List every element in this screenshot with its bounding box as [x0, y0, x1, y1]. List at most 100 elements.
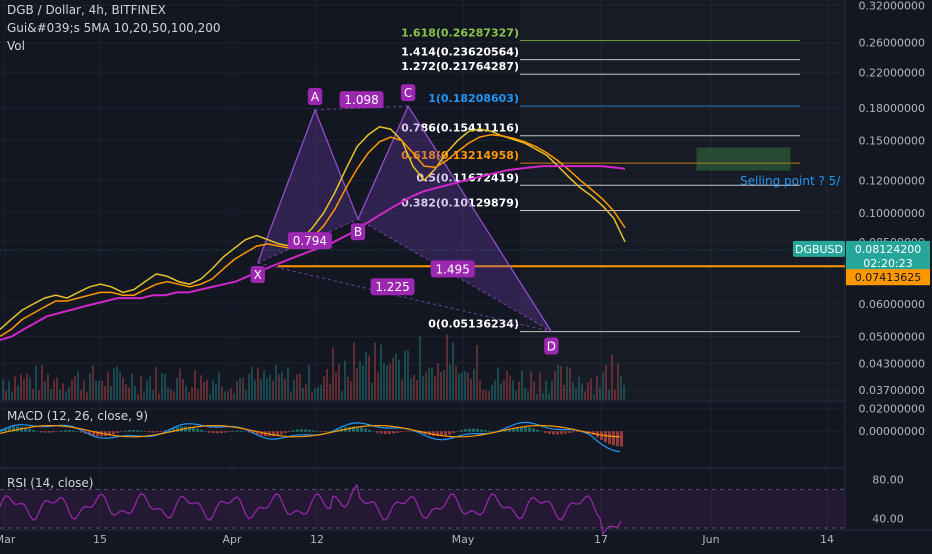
volume-bar	[380, 344, 382, 400]
volume-bar	[74, 375, 76, 400]
volume-bar	[233, 393, 235, 400]
volume-bar	[317, 387, 319, 400]
volume-label: Vol	[7, 39, 25, 53]
volume-bar	[80, 389, 82, 400]
macd-histogram-bar	[228, 431, 231, 432]
price-axis-label: 0.26000000	[859, 37, 925, 50]
volume-bar	[563, 384, 565, 400]
volume-bar	[581, 383, 583, 400]
volume-bar	[347, 376, 349, 400]
macd-histogram-bar	[368, 429, 371, 432]
volume-bar	[608, 389, 610, 400]
volume-bar	[596, 375, 598, 400]
volume-bar	[344, 360, 346, 400]
pattern-ratio-label: 0.794	[293, 234, 327, 248]
volume-bar	[5, 390, 7, 400]
macd-histogram-bar	[456, 431, 459, 432]
macd-histogram-bar	[436, 431, 439, 437]
volume-bar	[83, 380, 85, 400]
macd-histogram-bar	[572, 431, 575, 433]
volume-bar	[362, 365, 364, 400]
macd-histogram-bar	[452, 431, 455, 434]
macd-histogram-bar	[304, 429, 307, 432]
macd-histogram-bar	[236, 430, 239, 432]
volume-bar	[221, 385, 223, 400]
volume-bar	[383, 363, 385, 400]
volume-bar	[260, 379, 262, 400]
macd-histogram-bar	[520, 426, 523, 432]
volume-bar	[164, 374, 166, 400]
volume-bar	[320, 384, 322, 400]
macd-histogram-bar	[80, 431, 83, 433]
volume-bar	[266, 377, 268, 400]
volume-bar	[161, 372, 163, 400]
price-axis-label: 0.22000000	[859, 66, 925, 79]
macd-histogram-bar	[216, 431, 219, 434]
macd-histogram-bar	[512, 427, 515, 432]
volume-bar	[434, 376, 436, 400]
volume-bar	[113, 368, 115, 400]
macd-histogram-bar	[188, 426, 191, 432]
volume-bar	[566, 366, 568, 400]
volume-bar	[68, 386, 70, 400]
macd-histogram-bar	[56, 431, 59, 432]
volume-bar	[296, 374, 298, 400]
volume-bar	[497, 367, 499, 400]
volume-bar	[617, 363, 619, 400]
volume-bar	[479, 380, 481, 400]
volume-bar	[452, 342, 454, 400]
volume-bar	[530, 371, 532, 400]
macd-histogram-bar	[528, 427, 531, 432]
macd-histogram-bar	[276, 431, 279, 436]
macd-histogram-bar	[220, 431, 223, 434]
macd-histogram-bar	[208, 431, 211, 433]
symbol-tag: DGBUSD	[795, 243, 843, 256]
volume-bar	[110, 385, 112, 400]
selling-point-annotation: Selling point ? 5/	[740, 174, 841, 188]
volume-bar	[215, 383, 217, 400]
volume-bar	[32, 388, 34, 400]
pattern-ratio-label-bg	[430, 260, 475, 278]
macd-histogram-bar	[392, 431, 395, 434]
volume-bar	[590, 378, 592, 400]
volume-bar	[53, 380, 55, 400]
volume-bar	[143, 391, 145, 400]
macd-histogram-bar	[508, 428, 511, 432]
volume-bar	[203, 381, 205, 400]
macd-histogram-bar	[472, 428, 475, 432]
pattern-xd-dash	[257, 262, 552, 332]
macd-histogram-bar	[516, 427, 519, 432]
volume-bar	[605, 365, 607, 400]
volume-bar	[368, 355, 370, 400]
time-axis-label: 12	[310, 533, 324, 546]
macd-histogram-bar	[324, 431, 327, 432]
volume-bar	[125, 384, 127, 400]
macd-axis-label: 0.02000000	[859, 403, 925, 416]
macd-histogram-bar	[96, 431, 99, 437]
volume-bar	[44, 381, 46, 400]
macd-histogram-bar	[592, 431, 595, 435]
volume-bar	[560, 366, 562, 400]
macd-histogram-bar	[408, 431, 411, 432]
volume-bar	[71, 379, 73, 400]
volume-bar	[86, 392, 88, 400]
volume-bar	[197, 389, 199, 400]
volume-bar	[251, 366, 253, 400]
macd-histogram-bar	[60, 430, 63, 432]
macd-histogram-bar	[108, 431, 111, 436]
macd-histogram-bar	[28, 428, 31, 432]
volume-bar	[350, 381, 352, 400]
time-axis-label: 15	[93, 533, 107, 546]
volume-bar	[11, 391, 13, 400]
macd-histogram-bar	[540, 431, 543, 432]
macd-histogram-bar	[192, 427, 195, 432]
volume-bar	[41, 365, 43, 400]
time-axis-label: 14	[820, 533, 834, 546]
macd-histogram-bar	[564, 431, 567, 434]
volume-bar	[500, 383, 502, 400]
macd-histogram-bar	[32, 429, 35, 432]
volume-bar	[194, 370, 196, 400]
volume-bar	[23, 379, 25, 400]
macd-histogram-bar	[156, 431, 159, 433]
